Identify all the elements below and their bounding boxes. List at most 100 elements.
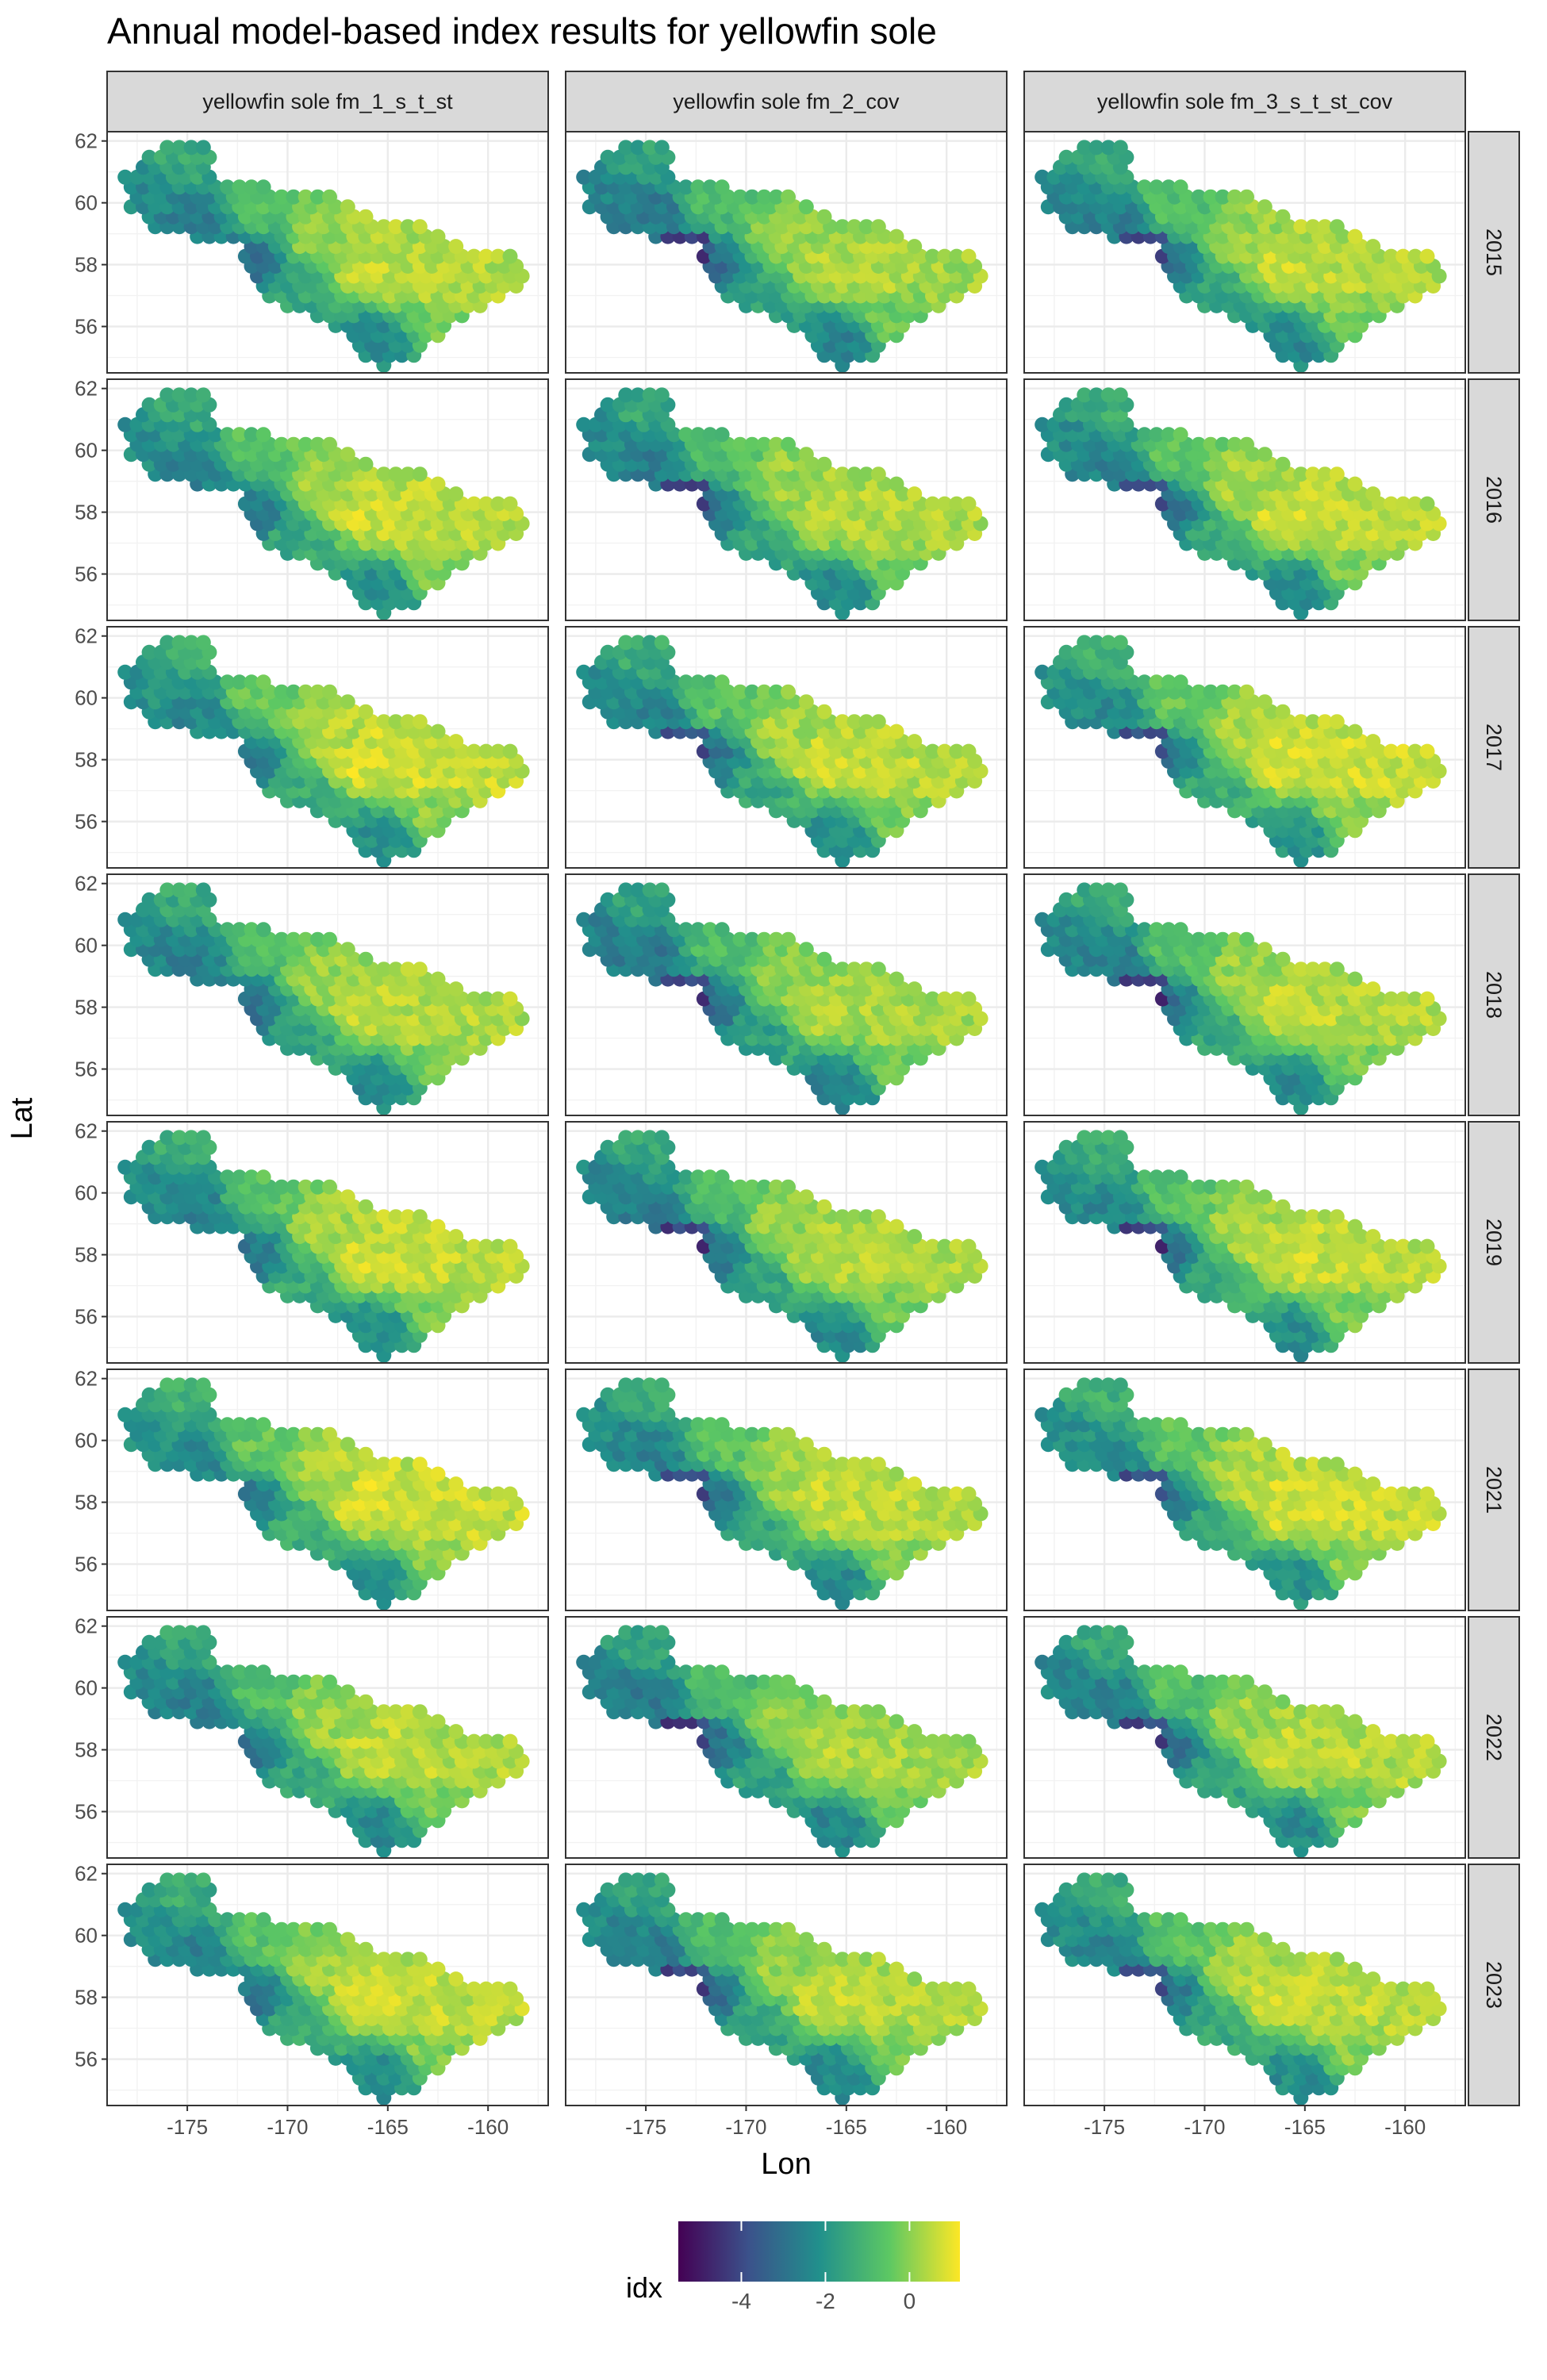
data-point — [286, 436, 301, 452]
data-point — [654, 635, 670, 651]
y-tick-label: 56 — [75, 1305, 98, 1329]
data-point — [1077, 387, 1092, 403]
data-point — [388, 714, 404, 730]
data-point — [937, 496, 953, 512]
data-point — [690, 179, 706, 195]
data-point — [1058, 149, 1074, 165]
data-point — [1035, 416, 1050, 432]
data-point — [576, 169, 592, 185]
data-point — [870, 1209, 886, 1225]
facet-panel — [1023, 626, 1466, 869]
data-point — [430, 971, 446, 987]
data-point — [816, 456, 832, 472]
data-point — [907, 1229, 923, 1245]
data-point — [1365, 981, 1381, 997]
data-point — [1275, 704, 1291, 720]
data-point — [358, 209, 374, 225]
data-point — [478, 496, 494, 512]
data-point — [1239, 931, 1254, 947]
y-tick-label: 58 — [75, 996, 98, 1019]
y-tick-label: 60 — [75, 439, 98, 463]
data-point — [858, 219, 874, 235]
data-point — [141, 149, 157, 165]
data-point — [816, 704, 832, 720]
facet-panel — [565, 378, 1008, 621]
row-strip-label: 2015 — [1482, 228, 1506, 276]
y-tick-label: 62 — [75, 872, 98, 896]
facet-panel — [102, 378, 549, 621]
data-point — [1058, 397, 1074, 413]
data-point — [1112, 140, 1128, 155]
data-point — [448, 1229, 464, 1245]
data-point — [690, 427, 706, 443]
data-point — [1149, 179, 1165, 195]
data-point — [642, 140, 658, 155]
data-point — [322, 931, 337, 947]
data-point — [714, 922, 730, 938]
data-point — [400, 466, 416, 482]
data-point — [274, 189, 290, 205]
data-point — [490, 496, 506, 512]
data-point — [1347, 971, 1363, 987]
data-point — [298, 189, 313, 205]
y-tick-label: 56 — [75, 1058, 98, 1081]
data-point — [870, 466, 886, 482]
data-point — [768, 189, 784, 205]
data-point — [618, 140, 634, 155]
data-point — [1257, 447, 1273, 463]
data-point — [1149, 427, 1165, 443]
data-point — [340, 694, 355, 710]
data-point — [600, 397, 616, 413]
data-point — [195, 635, 211, 651]
data-point — [1275, 209, 1291, 225]
data-point — [358, 456, 374, 472]
data-point — [1173, 179, 1188, 195]
data-point — [889, 1219, 904, 1234]
data-point — [220, 427, 236, 443]
facet-panel — [102, 131, 549, 374]
data-point — [1088, 387, 1104, 403]
data-point — [478, 743, 494, 759]
data-point — [220, 179, 236, 195]
data-point — [781, 436, 796, 452]
data-point — [195, 1130, 211, 1146]
facet-panel — [565, 873, 1008, 1116]
data-point — [961, 1238, 977, 1254]
data-point — [1365, 734, 1381, 750]
data-point — [1275, 456, 1291, 472]
y-tick-label: 62 — [75, 377, 98, 401]
data-point — [195, 387, 211, 403]
data-point — [768, 436, 784, 452]
data-point — [907, 734, 923, 750]
data-point — [502, 1238, 518, 1254]
data-point — [1239, 436, 1254, 452]
data-point — [1395, 248, 1411, 264]
data-point — [858, 466, 874, 482]
data-point — [171, 140, 187, 155]
data-point — [430, 228, 446, 244]
data-point — [870, 714, 886, 730]
data-point — [1203, 436, 1219, 452]
data-point — [949, 248, 965, 264]
data-point — [1239, 684, 1254, 700]
data-point — [1347, 228, 1363, 244]
data-point — [1257, 694, 1273, 710]
data-point — [835, 466, 850, 482]
y-tick-label: 56 — [75, 810, 98, 834]
data-point — [232, 427, 248, 443]
data-point — [961, 991, 977, 1007]
data-point — [502, 743, 518, 759]
data-point — [1305, 219, 1321, 235]
y-tick-label: 58 — [75, 501, 98, 524]
data-point — [358, 1199, 374, 1215]
y-tick-label: 62 — [75, 1119, 98, 1143]
chart-title: Annual model-based index results for yel… — [107, 10, 937, 52]
facet-panel — [102, 873, 549, 1116]
data-point — [400, 219, 416, 235]
data-point — [1384, 248, 1399, 264]
data-point — [1088, 140, 1104, 155]
data-point — [358, 951, 374, 967]
data-point — [816, 209, 832, 225]
data-point — [1112, 635, 1128, 651]
data-point — [835, 219, 850, 235]
